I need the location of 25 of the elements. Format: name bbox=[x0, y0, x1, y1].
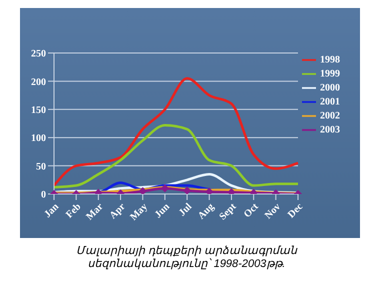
x-tick-label: Mar bbox=[84, 200, 106, 222]
legend-label: 2003 bbox=[320, 124, 340, 136]
x-tick-label: Dec bbox=[286, 200, 306, 221]
y-tick-label: 50 bbox=[36, 161, 46, 172]
legend-label: 1999 bbox=[320, 68, 340, 80]
x-tick-label: Feb bbox=[64, 201, 84, 221]
x-tick-label: Apr bbox=[108, 200, 128, 222]
x-tick-label: May bbox=[128, 201, 150, 223]
x-tick-label: Jul bbox=[177, 201, 194, 219]
y-tick-label: 0 bbox=[41, 190, 46, 201]
legend-label: 2001 bbox=[320, 96, 340, 108]
y-tick-label: 250 bbox=[31, 48, 46, 60]
x-tick-label: Jun bbox=[152, 201, 172, 221]
x-tick-label: Jan bbox=[42, 201, 62, 220]
x-tick-label: Aug bbox=[196, 201, 216, 222]
x-tick-label: Nov bbox=[262, 201, 283, 222]
y-tick-label: 150 bbox=[31, 104, 46, 116]
x-tick-label: Sept bbox=[217, 200, 240, 223]
x-tick-label: Oct bbox=[242, 200, 262, 220]
y-tick-label: 200 bbox=[31, 76, 46, 88]
y-tick-label: 100 bbox=[31, 133, 46, 144]
legend-label: 2002 bbox=[320, 110, 340, 122]
legend-label: 2000 bbox=[320, 82, 340, 94]
text: Մալարիայի դեպքերի արձանագրման սեզոնականությունը՝ 1998-2003թթ. bbox=[74, 244, 298, 270]
legend-label: 1998 bbox=[320, 54, 340, 66]
